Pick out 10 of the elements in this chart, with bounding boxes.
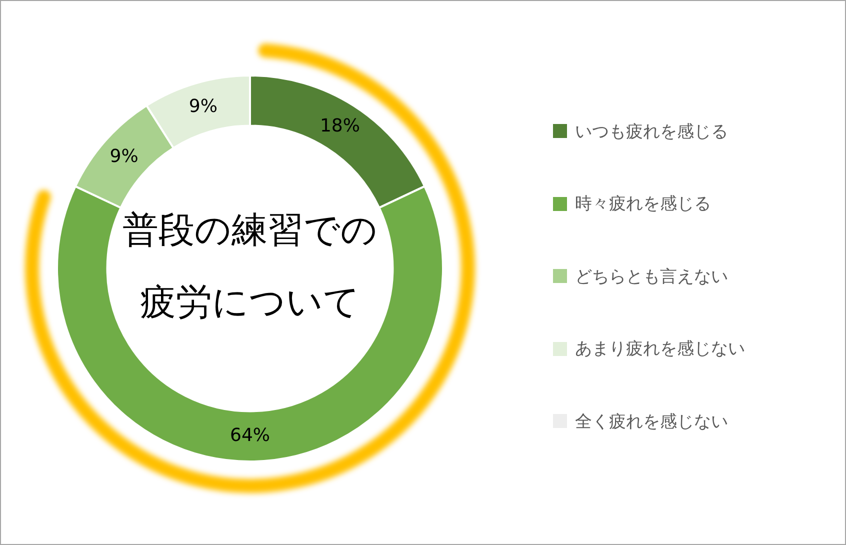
legend-label: 時々疲れを感じる xyxy=(575,193,711,215)
data-label: 9% xyxy=(110,146,138,168)
data-label: 18% xyxy=(320,115,360,136)
legend-label: どちらとも言えない xyxy=(575,266,728,288)
text: 普段の練習での疲労について xyxy=(122,210,378,323)
legend-label: いつも疲れを感じる xyxy=(575,120,728,142)
data-label: 64% xyxy=(230,425,270,446)
data-label: 9% xyxy=(188,96,218,117)
legend-label: あまり疲れを感じない xyxy=(575,338,745,360)
legend-label: 全く疲れを感じない xyxy=(575,410,728,432)
